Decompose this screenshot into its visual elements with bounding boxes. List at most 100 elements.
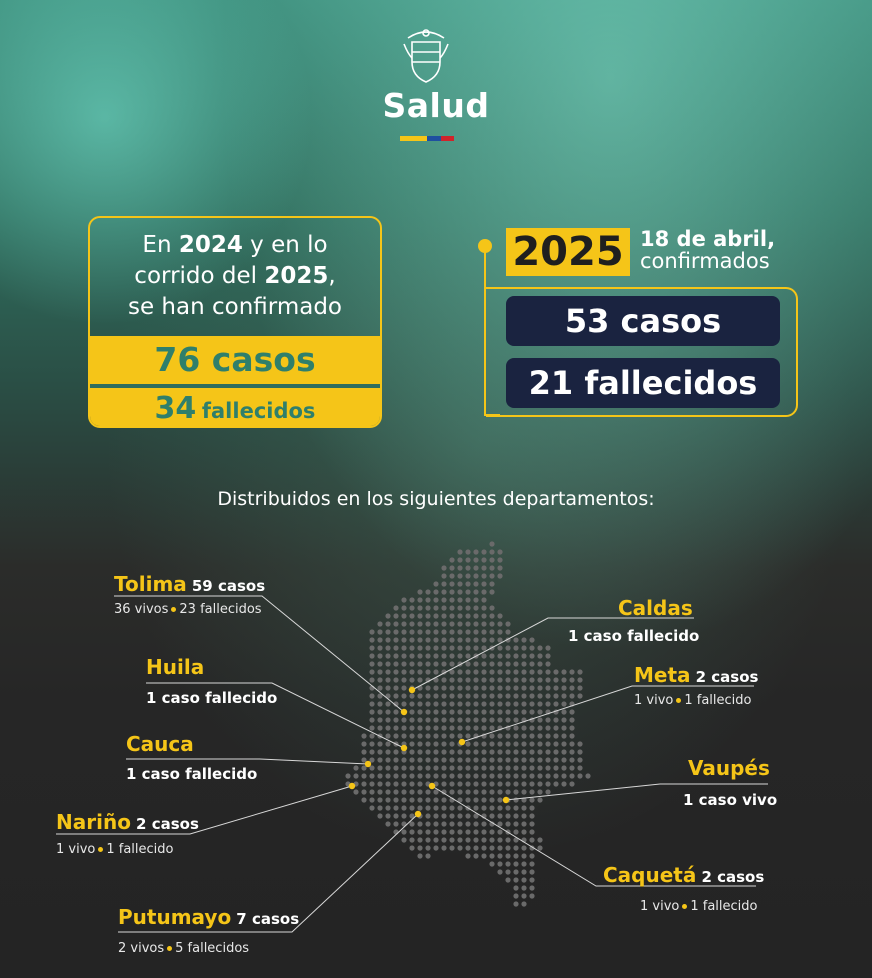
map-dot — [497, 669, 503, 675]
map-dot — [569, 677, 575, 683]
map-dot — [497, 869, 503, 875]
map-dot — [441, 693, 447, 699]
map-dot — [393, 821, 399, 827]
map-dot — [449, 613, 455, 619]
map-dot — [497, 837, 503, 843]
map-dot — [553, 749, 559, 755]
map-dot — [425, 733, 431, 739]
map-dot — [465, 701, 471, 707]
map-dot — [449, 765, 455, 771]
map-dot — [545, 709, 551, 715]
map-dot — [425, 693, 431, 699]
map-dot — [489, 805, 495, 811]
map-dot — [457, 589, 463, 595]
map-dot — [361, 781, 367, 787]
map-dot — [409, 845, 415, 851]
map-dot — [489, 573, 495, 579]
map-dot — [489, 613, 495, 619]
map-dot — [505, 693, 511, 699]
map-dot — [561, 669, 567, 675]
map-dot — [505, 717, 511, 723]
map-dot — [569, 781, 575, 787]
map-dot — [521, 709, 527, 715]
map-dot — [553, 677, 559, 683]
map-dot — [489, 653, 495, 659]
map-dot — [577, 765, 583, 771]
map-dot — [433, 845, 439, 851]
map-dot — [489, 749, 495, 755]
map-dot — [417, 773, 423, 779]
map-dot — [401, 813, 407, 819]
map-dot — [521, 637, 527, 643]
map-dot — [425, 813, 431, 819]
map-dot — [449, 837, 455, 843]
map-dot — [369, 797, 375, 803]
map-dot — [409, 789, 415, 795]
map-dot — [497, 557, 503, 563]
map-dot — [513, 693, 519, 699]
map-dot — [497, 685, 503, 691]
map-dot — [425, 677, 431, 683]
map-dot — [521, 773, 527, 779]
map-dot — [537, 749, 543, 755]
map-dot — [505, 661, 511, 667]
map-dot — [433, 789, 439, 795]
map-dot — [361, 765, 367, 771]
map-dot — [401, 717, 407, 723]
map-dot — [513, 677, 519, 683]
map-dot — [417, 613, 423, 619]
map-dot — [545, 789, 551, 795]
map-dot — [473, 701, 479, 707]
map-dot — [425, 797, 431, 803]
map-dot — [513, 861, 519, 867]
map-dot — [489, 821, 495, 827]
map-dot — [393, 733, 399, 739]
map-dot — [385, 813, 391, 819]
map-dot — [537, 725, 543, 731]
map-dot — [489, 693, 495, 699]
map-dot — [505, 757, 511, 763]
map-dot — [513, 869, 519, 875]
map-dot — [369, 701, 375, 707]
map-dot — [393, 685, 399, 691]
map-dot — [345, 781, 351, 787]
map-dot — [489, 765, 495, 771]
map-dot — [441, 781, 447, 787]
flag-stripe — [400, 136, 454, 141]
map-dot — [401, 749, 407, 755]
map-dot — [457, 757, 463, 763]
map-dot — [561, 733, 567, 739]
map-dot — [457, 621, 463, 627]
map-dot — [377, 701, 383, 707]
map-dot — [361, 741, 367, 747]
map-dot — [473, 725, 479, 731]
map-dot — [545, 685, 551, 691]
map-dot — [409, 813, 415, 819]
map-dot — [417, 765, 423, 771]
map-dot — [521, 765, 527, 771]
map-dot — [489, 605, 495, 611]
map-dot — [441, 597, 447, 603]
map-dot — [465, 813, 471, 819]
map-dot — [465, 709, 471, 715]
map-dot — [377, 789, 383, 795]
map-dot — [425, 669, 431, 675]
map-dot — [521, 717, 527, 723]
map-dot — [457, 837, 463, 843]
map-dot — [473, 661, 479, 667]
map-dot — [385, 757, 391, 763]
map-dot — [497, 725, 503, 731]
map-dot — [449, 829, 455, 835]
map-dot — [537, 797, 543, 803]
map-dot — [465, 837, 471, 843]
map-dot — [481, 805, 487, 811]
map-dot — [457, 829, 463, 835]
map-dot — [449, 813, 455, 819]
map-dot — [553, 717, 559, 723]
map-dot — [441, 565, 447, 571]
map-dot — [489, 589, 495, 595]
map-dot — [369, 781, 375, 787]
map-dot — [377, 733, 383, 739]
map-dot — [393, 757, 399, 763]
map-dot — [393, 749, 399, 755]
